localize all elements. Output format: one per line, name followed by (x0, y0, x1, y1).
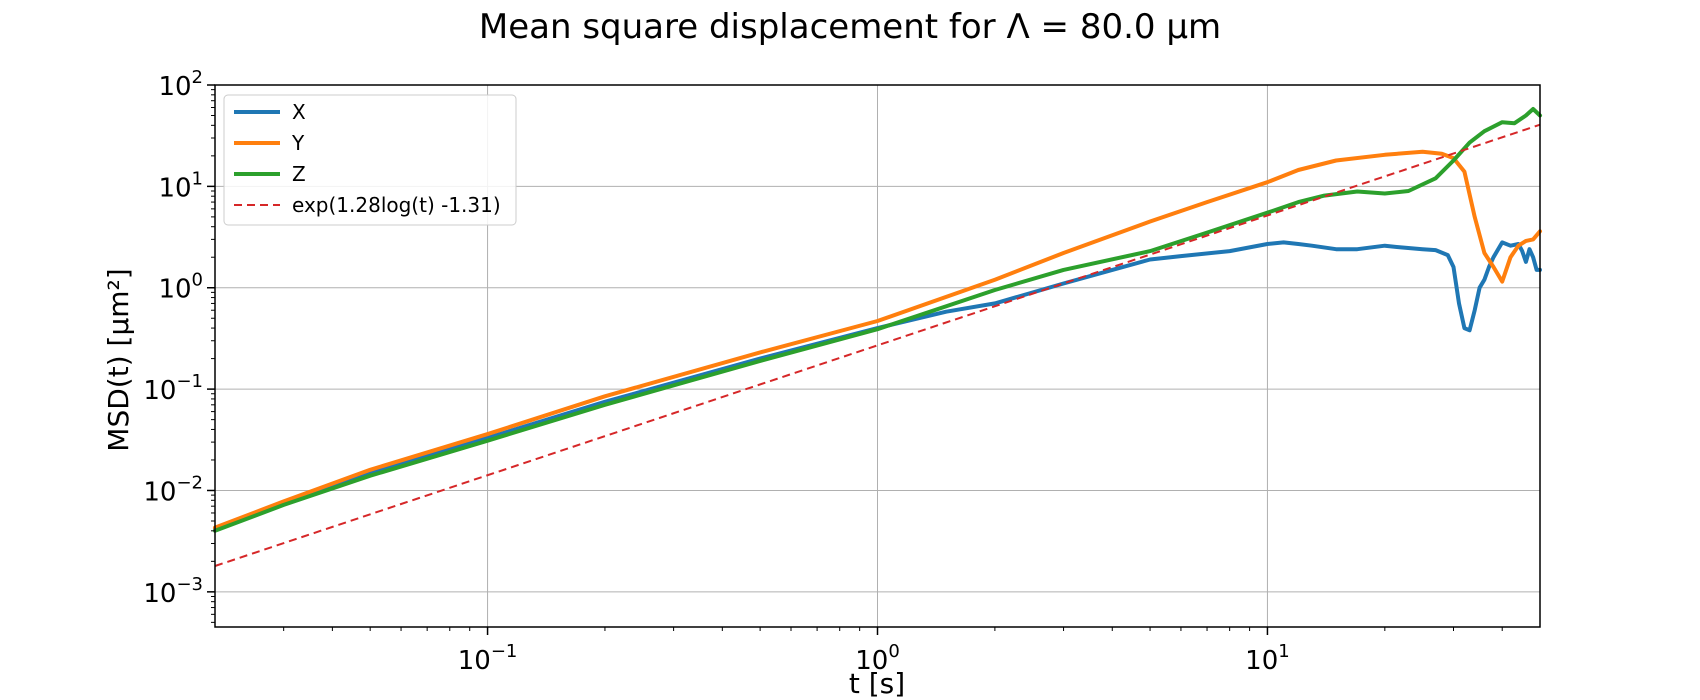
y-tick-label: 10−3 (143, 574, 203, 609)
plot-series (213, 107, 1542, 567)
x-tick-label: 100 (855, 641, 900, 676)
x-tick-label: 101 (1245, 641, 1290, 676)
y-axis-ticks: 10−3 10−2 10−1 100 101 102 (143, 67, 215, 623)
legend-label: Z (292, 162, 306, 186)
y-axis-label: MSD(t) [μm²] (102, 268, 135, 451)
y-tick-label: 102 (158, 67, 203, 102)
x-tick-label: 10−1 (458, 641, 518, 676)
x-axis-ticks: 10−1 100 101 (283, 627, 1503, 676)
legend-label: X (292, 100, 306, 124)
series-line-exp-1-28log-t-1-31 (214, 123, 1541, 567)
series-line-z (213, 107, 1542, 533)
y-tick-label: 10−1 (143, 371, 203, 406)
series-line-x (213, 240, 1542, 531)
y-tick-label: 100 (158, 270, 203, 305)
legend-label: Y (291, 131, 305, 155)
legend-label: exp(1.28log(t) -1.31) (292, 193, 501, 217)
x-axis-label: t [s] (849, 667, 905, 700)
chart-title: Mean square displacement for Λ = 80.0 μm (479, 7, 1221, 47)
y-tick-label: 10−2 (143, 472, 203, 507)
series-line-y (213, 149, 1542, 530)
legend-box (223, 94, 517, 226)
y-tick-label: 101 (158, 168, 203, 203)
